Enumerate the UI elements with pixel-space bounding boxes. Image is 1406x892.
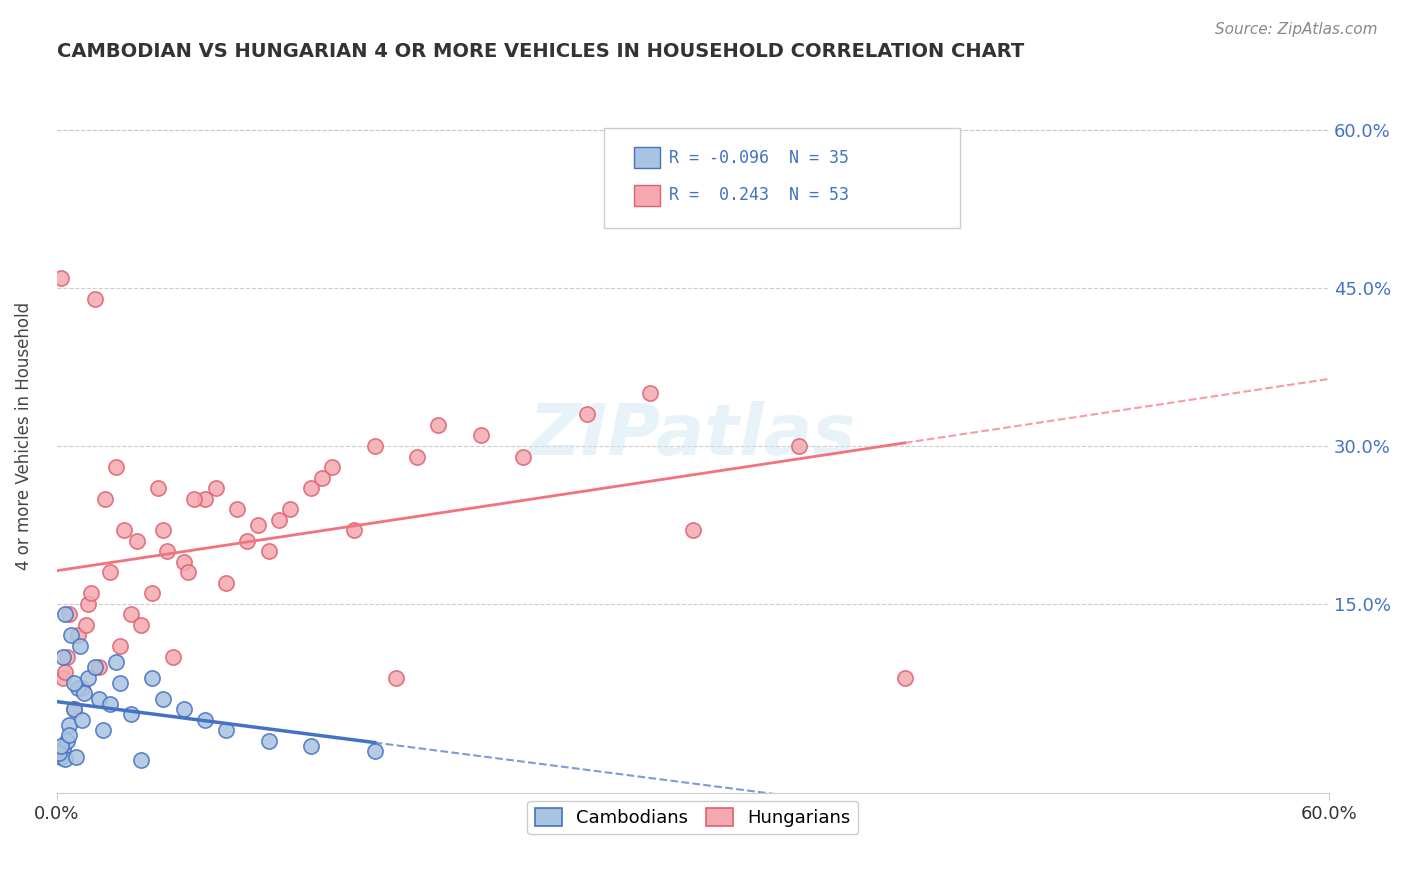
Point [98, 697, 121, 711]
Point [79, 586, 101, 600]
Point [141, 671, 163, 685]
FancyBboxPatch shape [603, 128, 960, 227]
Point [162, 649, 184, 664]
Point [194, 491, 217, 506]
Point [62, 676, 84, 690]
Point [311, 470, 333, 484]
Point [321, 460, 343, 475]
Point [215, 575, 238, 590]
Point [364, 439, 387, 453]
Text: Source: ZipAtlas.com: Source: ZipAtlas.com [1215, 22, 1378, 37]
Point [120, 607, 142, 622]
Point [278, 502, 301, 516]
Point [269, 513, 291, 527]
Point [225, 502, 247, 516]
Point [156, 544, 179, 558]
Point [104, 655, 127, 669]
Point [152, 691, 174, 706]
Point [49, 270, 72, 285]
Point [247, 517, 270, 532]
Point [177, 566, 200, 580]
Point [58, 718, 80, 732]
Point [194, 713, 217, 727]
Point [58, 729, 80, 743]
Point [364, 744, 387, 758]
Point [83, 292, 105, 306]
Point [204, 481, 226, 495]
Point [257, 544, 280, 558]
Point [470, 428, 492, 442]
Point [52, 671, 75, 685]
Legend: Cambodians, Hungarians: Cambodians, Hungarians [527, 801, 858, 834]
Point [299, 739, 322, 753]
Point [173, 555, 195, 569]
Point [110, 676, 132, 690]
Point [62, 702, 84, 716]
Point [183, 491, 205, 506]
Point [110, 639, 132, 653]
Point [56, 649, 79, 664]
Point [299, 481, 322, 495]
Point [575, 408, 598, 422]
Point [70, 681, 93, 695]
Point [52, 742, 75, 756]
Point [52, 649, 75, 664]
Point [66, 681, 89, 695]
FancyBboxPatch shape [634, 147, 659, 169]
Point [83, 660, 105, 674]
Point [91, 723, 114, 738]
Point [75, 618, 97, 632]
Point [682, 523, 704, 537]
Point [49, 739, 72, 753]
Point [120, 707, 142, 722]
Point [56, 733, 79, 747]
Point [58, 607, 80, 622]
Point [69, 639, 91, 653]
Point [53, 665, 76, 680]
Point [48, 747, 70, 761]
Point [53, 607, 76, 622]
Point [77, 671, 100, 685]
Point [62, 702, 84, 716]
Point [65, 749, 87, 764]
Point [131, 753, 153, 767]
Point [257, 733, 280, 747]
Point [406, 450, 429, 464]
Point [427, 417, 450, 432]
Point [127, 533, 149, 548]
Y-axis label: 4 or more Vehicles in Household: 4 or more Vehicles in Household [15, 301, 32, 569]
Point [173, 702, 195, 716]
Point [77, 597, 100, 611]
Point [87, 660, 110, 674]
FancyBboxPatch shape [634, 186, 659, 206]
Point [94, 491, 117, 506]
Text: CAMBODIAN VS HUNGARIAN 4 OR MORE VEHICLES IN HOUSEHOLD CORRELATION CHART: CAMBODIAN VS HUNGARIAN 4 OR MORE VEHICLE… [56, 42, 1024, 61]
Point [141, 586, 163, 600]
Point [53, 751, 76, 765]
Point [787, 439, 810, 453]
Point [66, 628, 89, 642]
Point [640, 386, 662, 401]
Point [236, 533, 259, 548]
Point [894, 671, 917, 685]
Point [73, 686, 96, 700]
Point [70, 713, 93, 727]
Point [87, 691, 110, 706]
Point [148, 481, 170, 495]
Point [114, 523, 136, 537]
Point [342, 523, 364, 537]
Point [98, 566, 121, 580]
Text: ZIPatlas: ZIPatlas [529, 401, 856, 470]
Point [215, 723, 238, 738]
Point [60, 628, 83, 642]
Point [152, 523, 174, 537]
Point [104, 460, 127, 475]
Text: R = -0.096  N = 35: R = -0.096 N = 35 [669, 149, 849, 167]
Text: R =  0.243  N = 53: R = 0.243 N = 53 [669, 186, 849, 204]
Point [49, 749, 72, 764]
Point [131, 618, 153, 632]
Point [385, 671, 408, 685]
Point [512, 450, 534, 464]
